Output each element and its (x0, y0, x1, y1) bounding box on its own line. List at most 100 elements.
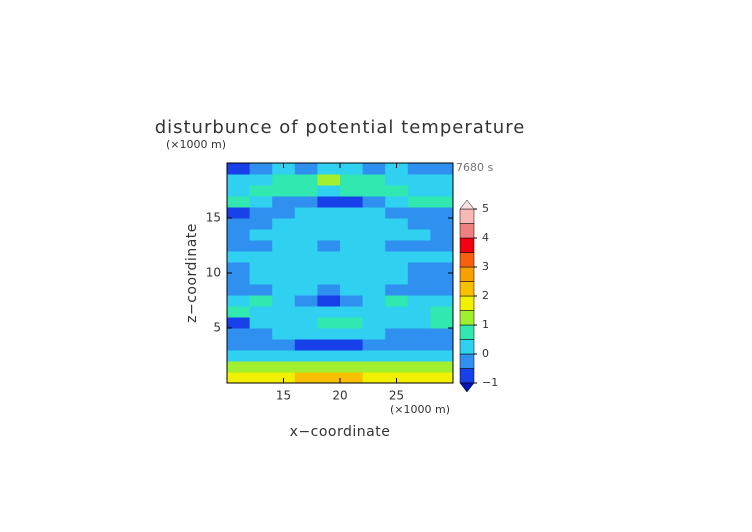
contour-cell (317, 174, 341, 186)
contour-cell (407, 174, 431, 186)
contour-cell (407, 196, 431, 208)
colorbar-band (459, 295, 475, 311)
contour-cell (340, 185, 364, 197)
contour-cell (294, 361, 318, 373)
colorbar-tick-label: 3 (482, 260, 489, 273)
contour-cell (272, 284, 296, 296)
contour-cell (227, 372, 251, 384)
colorbar-band (459, 281, 475, 297)
contour-cell (362, 339, 386, 351)
contour-cell (294, 185, 318, 197)
contour-cell (317, 339, 341, 351)
contour-cell (294, 273, 318, 285)
contour-cell (249, 317, 273, 329)
colorbar-band (459, 368, 475, 384)
contour-cell (407, 361, 431, 373)
contour-cell (294, 196, 318, 208)
colorbar-tick-label: 1 (482, 318, 489, 331)
contour-cell (249, 163, 273, 175)
contour-cell (430, 218, 454, 230)
contour-cell (362, 196, 386, 208)
contour-cell (317, 372, 341, 384)
contour-cell (385, 163, 409, 175)
time-label: 7680 s (456, 161, 493, 174)
contour-cell (430, 207, 454, 219)
contour-cell (317, 196, 341, 208)
contour-cell (227, 185, 251, 197)
contour-cell (272, 350, 296, 362)
contour-cell (294, 350, 318, 362)
contour-cell (272, 317, 296, 329)
contour-cell (430, 284, 454, 296)
contour-cell (294, 229, 318, 241)
contour-cell (385, 339, 409, 351)
contour-cell (249, 295, 273, 307)
contour-cell (317, 207, 341, 219)
contour-cell (294, 218, 318, 230)
contour-cell (272, 273, 296, 285)
contour-cell (317, 361, 341, 373)
contour-cell (340, 306, 364, 318)
contour-cell (272, 185, 296, 197)
contour-cell (272, 196, 296, 208)
y-tick-label: 15 (206, 211, 221, 225)
colorbar-band (459, 266, 475, 282)
contour-cell (294, 295, 318, 307)
contour-cell (227, 317, 251, 329)
colorbar-band (459, 223, 475, 239)
contour-cell (340, 284, 364, 296)
contour-cell (340, 196, 364, 208)
contour-cell (294, 262, 318, 274)
contour-cell (385, 185, 409, 197)
contour-cell (294, 317, 318, 329)
x-tick-label: 25 (389, 389, 404, 403)
colorbar-tick-label: −1 (482, 376, 498, 389)
contour-cell (272, 251, 296, 263)
contour-cell (340, 240, 364, 252)
y-tick-label: 5 (213, 321, 221, 335)
contour-cell (340, 361, 364, 373)
contour-cell (430, 328, 454, 340)
contour-cell (227, 328, 251, 340)
contour-cell (407, 372, 431, 384)
contour-cell (430, 317, 454, 329)
contour-cell (385, 372, 409, 384)
contour-cell (317, 317, 341, 329)
contour-cell (340, 273, 364, 285)
contour-cell (294, 306, 318, 318)
contour-cell (227, 350, 251, 362)
contour-cell (340, 163, 364, 175)
contour-cell (317, 273, 341, 285)
contour-cell (430, 240, 454, 252)
contour-cell (249, 229, 273, 241)
contour-cell (340, 262, 364, 274)
x-tick-label: 15 (276, 389, 291, 403)
contour-cell (272, 328, 296, 340)
contour-cell (407, 317, 431, 329)
contour-cell (385, 295, 409, 307)
contour-cell (362, 328, 386, 340)
contour-cell (385, 284, 409, 296)
colorbar-band (459, 353, 475, 369)
contour-cell (227, 240, 251, 252)
contour-cell (407, 284, 431, 296)
contour-cell (294, 284, 318, 296)
contour-cell (385, 328, 409, 340)
y-axis-label: z−coordinate (184, 223, 200, 323)
contour-cell (430, 372, 454, 384)
contour-cell (430, 185, 454, 197)
contour-cell (340, 218, 364, 230)
contour-cell (407, 295, 431, 307)
contour-cell (362, 372, 386, 384)
contour-cell (249, 284, 273, 296)
contour-cell (227, 174, 251, 186)
contour-cell (340, 350, 364, 362)
y-tick-label: 10 (206, 266, 221, 280)
contour-cell (430, 163, 454, 175)
contour-cell (249, 196, 273, 208)
contour-cell (362, 218, 386, 230)
contour-cell (430, 262, 454, 274)
contour-cell (430, 339, 454, 351)
contour-cell (272, 218, 296, 230)
contour-cell (227, 196, 251, 208)
